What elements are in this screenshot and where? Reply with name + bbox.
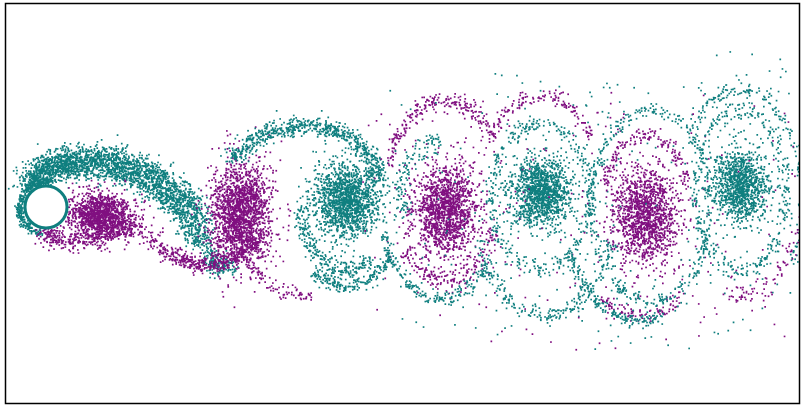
cylinder <box>25 186 67 228</box>
page: (() => { const svgNS = 'http://www.w3.or… <box>0 0 804 408</box>
simulation-view <box>0 0 804 408</box>
